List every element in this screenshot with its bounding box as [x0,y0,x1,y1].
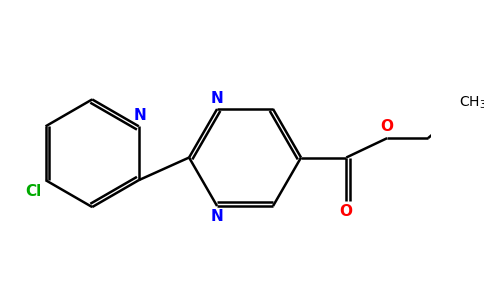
Text: N: N [134,108,146,123]
Text: N: N [211,209,224,224]
Text: Cl: Cl [25,184,41,200]
Text: O: O [340,204,353,219]
Text: CH$_3$: CH$_3$ [459,95,484,111]
Text: N: N [211,91,224,106]
Text: O: O [380,119,393,134]
